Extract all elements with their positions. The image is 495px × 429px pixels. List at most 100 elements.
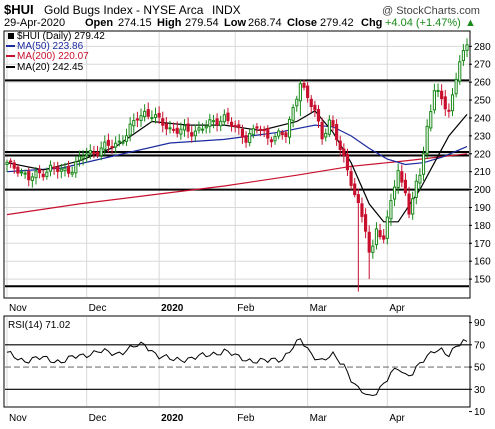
low-value: 268.74: [248, 17, 282, 29]
price-axis: 150 160 170 180 190 200 210 220 230 240 250 260 270 2…: [469, 42, 491, 286]
candle-body: [465, 44, 469, 51]
candle-body: [251, 128, 255, 136]
candle-body: [342, 148, 346, 157]
candle-body: [5, 161, 9, 165]
candle-body: [128, 123, 132, 136]
candle-body: [331, 120, 335, 127]
candle-body: [52, 166, 56, 169]
rsi-legend: RSI(14) 71.02: [8, 320, 71, 331]
candle-body: [429, 111, 433, 129]
candle-body: [309, 98, 313, 107]
candle-body: [106, 139, 111, 146]
candle-body: [182, 125, 187, 131]
candle-body: [175, 127, 179, 134]
candle-body: [45, 171, 49, 177]
candle-body: [295, 98, 299, 107]
candle-body: [327, 119, 331, 135]
candle-body: [240, 128, 245, 138]
candle-body: [454, 78, 458, 95]
candle-body: [132, 120, 136, 127]
candle-body: [211, 120, 216, 123]
price-panel-frame: [3, 30, 471, 299]
candle-body: [143, 110, 147, 118]
candle-body: [414, 180, 418, 198]
candle-body: [421, 153, 426, 175]
price-panel: 150 160 170 180 190 200 210 220 230 240 250 260 270 2…: [3, 30, 491, 299]
candle-body: [226, 112, 230, 122]
candle-body: [92, 151, 96, 155]
support-resistance-lines: [5, 79, 469, 288]
candle-body: [277, 130, 281, 137]
high-label: High: [157, 17, 182, 29]
candle-body: [66, 165, 71, 174]
candle-body: [103, 141, 107, 150]
candle-body: [48, 164, 53, 172]
candle-body: [306, 85, 310, 99]
open-label: Open: [85, 17, 113, 29]
candle-body: [41, 173, 45, 178]
low-label: Low: [224, 17, 246, 29]
rsi-x-tick-label: Dec: [89, 413, 107, 424]
candle-body: [298, 83, 302, 102]
rsi-y-tick-label: 50: [474, 363, 486, 374]
close-label: Close: [287, 17, 317, 29]
candle-body: [266, 127, 270, 139]
candle-body: [244, 135, 248, 143]
candle-body: [172, 128, 176, 131]
candle-body: [153, 114, 158, 118]
candle-body: [233, 124, 237, 127]
y-tick-label: 240: [474, 113, 491, 124]
candle-body: [124, 135, 129, 142]
y-tick-label: 220: [474, 149, 491, 160]
candle-body: [407, 193, 411, 215]
candle-body: [201, 128, 205, 131]
candle-body: [255, 126, 259, 129]
rsi-y-tick-label: 30: [474, 385, 486, 396]
y-tick-label: 230: [474, 131, 491, 142]
candle-body: [168, 127, 172, 130]
candle-body: [208, 119, 212, 127]
x-tick-label: Apr: [389, 303, 405, 314]
candle-body: [302, 83, 306, 88]
candle-body: [450, 94, 455, 112]
chart-name: Gold Bugs Index - NYSE Arca: [44, 3, 204, 17]
candle-body: [139, 115, 143, 121]
rsi-y-tick-label: 90: [474, 318, 486, 329]
chart-date: 29-Apr-2020: [4, 17, 65, 29]
close-value: 279.42: [320, 17, 354, 29]
candle-body: [81, 155, 85, 159]
rsi-x-tick-label: Apr: [389, 413, 405, 424]
rsi-x-axis: Nov Dec 2020 Feb Mar Apr: [9, 413, 406, 424]
y-tick-label: 280: [474, 42, 491, 53]
candle-body: [371, 245, 375, 253]
y-tick-label: 200: [474, 185, 491, 196]
candle-body: [287, 118, 292, 138]
candle-body: [262, 129, 266, 132]
rsi-reference-lines: [5, 344, 469, 390]
candle-body: [121, 141, 125, 144]
high-value: 279.54: [185, 17, 219, 29]
legend-entry: MA(200) 220.07: [17, 51, 89, 62]
candle-body: [95, 151, 100, 156]
y-tick-label: 150: [474, 275, 491, 286]
candle-body: [418, 174, 422, 184]
legend-entry: MA(20) 242.45: [17, 62, 84, 73]
candle-body: [378, 230, 382, 238]
chart-symbol: $HUI: [4, 2, 34, 17]
y-tick-label: 180: [474, 221, 491, 232]
candle-body: [146, 109, 150, 117]
candle-body: [219, 120, 223, 127]
candle-body: [291, 107, 295, 121]
candle-body: [367, 231, 371, 253]
candle-body: [38, 168, 42, 174]
candle-body: [70, 171, 74, 175]
candle-body: [30, 176, 34, 181]
candle-body: [269, 139, 273, 143]
candle-body: [360, 203, 364, 217]
candle-body: [396, 170, 400, 188]
candle-body: [150, 117, 154, 120]
legend-entry: MA(50) 223.86: [17, 41, 84, 52]
candle-body: [190, 132, 194, 137]
